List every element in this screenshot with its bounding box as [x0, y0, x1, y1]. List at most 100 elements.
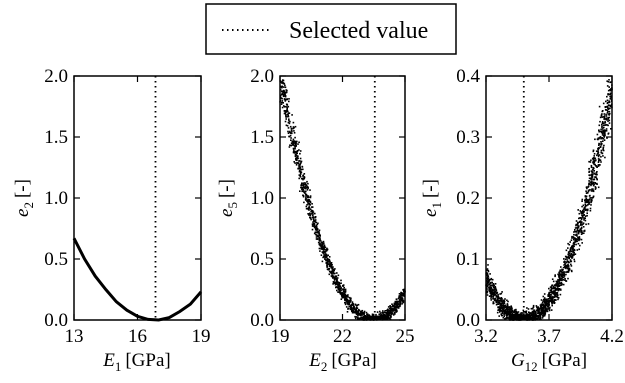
data-point: [313, 224, 316, 226]
y-tick-label: 0.1: [456, 249, 480, 270]
data-point: [573, 251, 575, 254]
data-point: [603, 124, 605, 126]
data-point: [401, 303, 403, 305]
data-point: [390, 316, 392, 318]
data-point: [556, 293, 559, 296]
data-point: [601, 123, 603, 126]
data-point: [359, 312, 362, 314]
data-point: [580, 218, 583, 221]
data-point: [287, 130, 289, 133]
data-point: [562, 279, 564, 281]
data-point: [602, 146, 605, 149]
data-point: [400, 297, 402, 300]
data-point: [548, 294, 551, 297]
data-point: [571, 249, 573, 251]
data-point: [552, 287, 554, 290]
data-point: [307, 213, 309, 215]
data-point: [343, 290, 346, 293]
data-point: [534, 317, 536, 320]
data-point: [565, 280, 568, 282]
data-point: [532, 311, 535, 313]
data-point: [328, 273, 331, 276]
data-point: [568, 267, 571, 270]
data-point: [318, 229, 321, 232]
data-point: [583, 232, 585, 234]
data-point: [594, 138, 596, 141]
data-point: [287, 132, 290, 134]
data-point: [517, 311, 520, 313]
data-point: [500, 297, 502, 300]
data-point: [400, 292, 402, 295]
data-point: [538, 316, 540, 319]
data-point: [585, 197, 588, 200]
data-point: [326, 247, 328, 250]
data-point: [495, 288, 497, 291]
data-point: [548, 287, 550, 290]
data-point: [520, 314, 522, 317]
data-point: [326, 260, 329, 263]
data-point: [287, 115, 290, 118]
data-point: [389, 306, 392, 309]
data-point: [398, 300, 400, 303]
data-point: [599, 146, 602, 148]
data-point: [596, 178, 598, 181]
data-point: [316, 231, 319, 234]
data-point: [314, 231, 317, 234]
data-point: [506, 306, 509, 309]
data-point: [320, 254, 323, 256]
data-point: [536, 306, 538, 308]
data-point: [294, 147, 296, 150]
data-point: [284, 98, 287, 101]
data-point: [337, 291, 339, 293]
data-point: [601, 122, 604, 124]
data-point: [603, 113, 606, 115]
data-point: [604, 109, 607, 111]
data-point: [296, 155, 298, 157]
data-point: [329, 265, 331, 268]
data-point: [559, 275, 561, 278]
data-point: [350, 308, 353, 310]
data-point: [399, 293, 402, 296]
data-point: [302, 185, 304, 187]
data-point: [581, 232, 584, 235]
data-point: [603, 131, 605, 133]
data-point: [285, 124, 288, 127]
data-point: [511, 309, 514, 312]
data-point: [492, 297, 494, 300]
data-point: [594, 182, 597, 185]
data-point: [327, 261, 329, 264]
data-point: [358, 313, 361, 316]
x-tick-label: 3.7: [537, 326, 561, 347]
data-point: [288, 122, 291, 125]
data-point: [596, 154, 598, 157]
data-point: [312, 211, 315, 213]
data-point: [376, 311, 379, 313]
data-point: [510, 306, 513, 309]
data-point: [510, 305, 512, 307]
data-point: [568, 256, 570, 258]
data-point: [581, 242, 583, 244]
data-point: [508, 314, 511, 316]
data-point: [533, 316, 536, 319]
data-point: [608, 86, 610, 88]
data-point: [314, 229, 317, 231]
data-point: [500, 310, 502, 312]
data-point: [554, 290, 556, 293]
data-point: [320, 247, 323, 249]
data-point: [286, 89, 288, 92]
data-point: [556, 289, 558, 291]
data-point: [300, 186, 302, 189]
data-point: [330, 266, 333, 269]
data-point: [337, 282, 339, 284]
data-point: [389, 305, 392, 308]
data-point: [604, 132, 606, 134]
data-point: [528, 317, 531, 319]
data-point: [285, 105, 287, 108]
data-point: [499, 303, 501, 305]
data-point: [555, 280, 558, 283]
data-point: [305, 190, 307, 193]
data-point: [537, 307, 540, 309]
data-point: [597, 165, 600, 167]
data-point: [333, 268, 335, 271]
data-point: [556, 295, 558, 298]
